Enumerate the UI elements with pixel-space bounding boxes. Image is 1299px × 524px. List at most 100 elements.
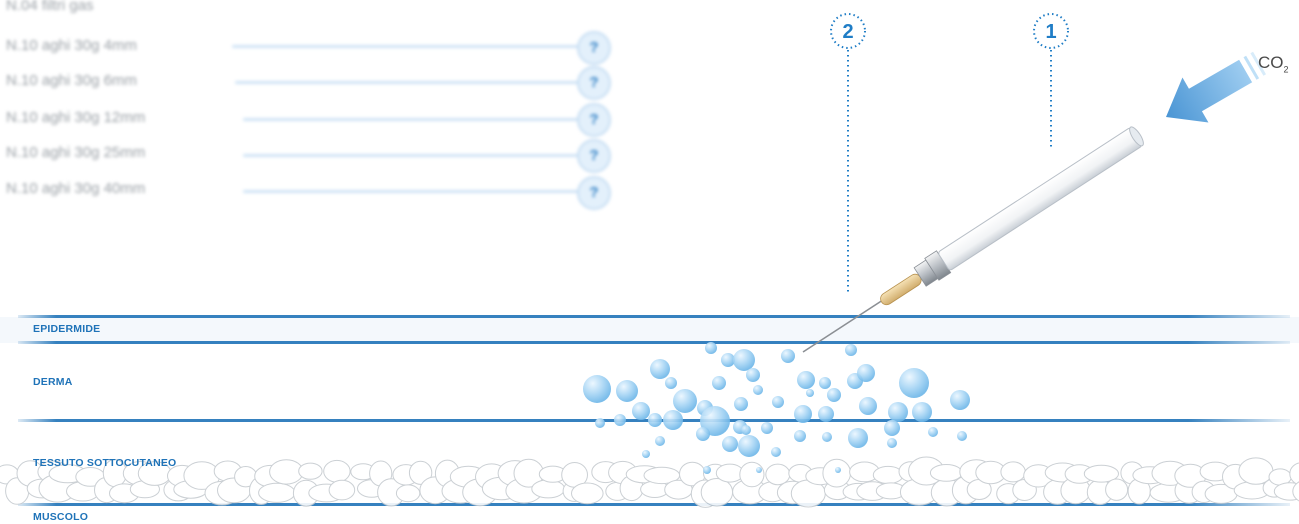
bubble [700, 406, 730, 436]
bubble [899, 368, 929, 398]
bubble [583, 375, 611, 403]
bubble [721, 353, 735, 367]
bubble [650, 359, 670, 379]
bubble [794, 405, 812, 423]
fat-cell [1000, 461, 1026, 483]
bubble [957, 431, 967, 441]
co2-label: CO2 [1258, 53, 1289, 74]
fat-cell [298, 462, 323, 480]
bubble [887, 438, 897, 448]
bubble [884, 420, 900, 436]
bubble [733, 349, 755, 371]
bubble [761, 422, 773, 434]
fat-cell [929, 464, 963, 482]
bubble [771, 447, 781, 457]
layer-label-epidermide: EPIDERMIDE [33, 323, 101, 335]
bubble [928, 427, 938, 437]
bubble [888, 402, 908, 422]
bubble [722, 436, 738, 452]
fat-cell [1292, 481, 1299, 502]
bubble [818, 406, 834, 422]
fat-cell [571, 482, 604, 505]
bubble [772, 396, 784, 408]
co2-bubbles [583, 342, 970, 474]
bubble [835, 467, 841, 473]
fat-cell [1105, 478, 1129, 501]
list-item: N.10 aghi 30g 40mm [6, 180, 146, 197]
epidermide-top-line [18, 315, 1290, 318]
bubble [859, 397, 877, 415]
fat-cell [531, 479, 566, 499]
list-item: N.10 aghi 30g 12mm [6, 109, 146, 126]
epidermide-bottom-line [18, 341, 1290, 344]
bubble [738, 435, 760, 457]
list-item: N.04 filtri gas [6, 0, 94, 14]
bubble [845, 344, 857, 356]
list-divider [232, 45, 587, 48]
fat-cell [328, 479, 356, 501]
co2-symbol: CO [1258, 53, 1284, 72]
bubble [703, 466, 711, 474]
fat-tissue [0, 456, 1299, 508]
bubble [665, 377, 677, 389]
tessuto-bottom-line [18, 503, 1290, 506]
bubble [819, 377, 831, 389]
fat-cell [258, 482, 296, 503]
fat-cell [1289, 462, 1299, 486]
fat-cell [700, 478, 734, 507]
fat-cell [739, 461, 765, 488]
fat-cell [323, 459, 351, 483]
list-badge: ? [577, 103, 611, 137]
list-divider [235, 81, 587, 84]
bubble [848, 428, 868, 448]
arrow-icon [1166, 51, 1267, 123]
bubble [705, 342, 717, 354]
fat-cell [1273, 482, 1299, 501]
marker-1-label: 1 [1045, 21, 1056, 43]
marker-2-label: 2 [842, 21, 853, 43]
co2-subscript: 2 [1283, 64, 1289, 75]
layer-label-muscolo: MUSCOLO [33, 511, 89, 523]
bubble [912, 402, 932, 422]
bubble [655, 436, 665, 446]
bubble [794, 430, 806, 442]
needle-icon [802, 126, 1144, 353]
bubble [797, 371, 815, 389]
marker-1 [1033, 13, 1069, 150]
fat-cell [872, 465, 904, 485]
bubble [827, 388, 841, 402]
bubble [741, 425, 751, 435]
bubble [822, 432, 832, 442]
list-badge: ? [577, 176, 611, 210]
list-item: N.10 aghi 30g 4mm [6, 37, 137, 54]
bubble [753, 385, 763, 395]
fat-cell [395, 484, 421, 503]
fat-cell [822, 458, 852, 488]
list-badge: ? [577, 66, 611, 100]
marker-2 [830, 13, 866, 292]
bubble [746, 368, 760, 382]
bubble [696, 427, 710, 441]
bubble [632, 402, 650, 420]
layer-label-derma: DERMA [33, 376, 73, 388]
list-item: N.10 aghi 30g 6mm [6, 72, 137, 89]
fat-cell [1083, 464, 1120, 483]
bubble [950, 390, 970, 410]
list-badge: ? [577, 139, 611, 173]
fat-cell [765, 463, 791, 486]
bubble [663, 410, 683, 430]
bubble [648, 413, 662, 427]
bubble [673, 389, 697, 413]
layer-label-tessuto: TESSUTO SOTTOCUTANEO [33, 457, 177, 469]
bubble [595, 418, 605, 428]
list-divider [243, 154, 587, 157]
bubble [857, 364, 875, 382]
bubble [781, 349, 795, 363]
list-item: N.10 aghi 30g 25mm [6, 144, 146, 161]
bubble [616, 380, 638, 402]
needle-list: N.04 filtri gas N.10 aghi 30g 4mm ? N.10… [0, 0, 640, 215]
fat-cell [269, 459, 304, 485]
bubble [756, 467, 762, 473]
fat-cell [408, 460, 433, 485]
